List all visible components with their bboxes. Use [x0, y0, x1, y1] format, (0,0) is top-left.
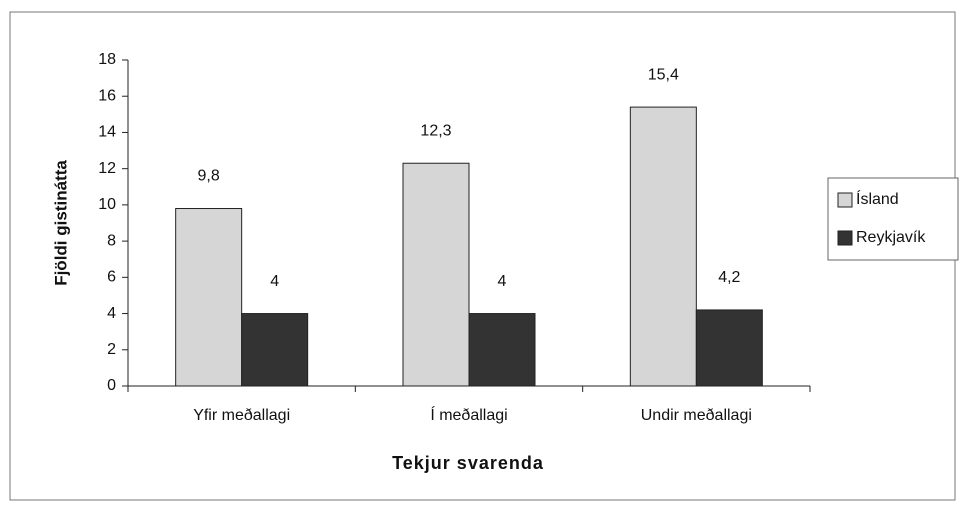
- y-tick-label: 14: [98, 124, 116, 141]
- chart-frame: [9, 11, 956, 501]
- value-label: 4: [498, 273, 507, 290]
- y-tick-label: 16: [98, 87, 116, 104]
- y-tick-label: 4: [107, 305, 116, 322]
- value-label: 12,3: [420, 122, 451, 139]
- x-tick-label: Í meðallagi: [430, 405, 507, 424]
- value-label: 15,4: [648, 66, 679, 83]
- legend-swatch: [837, 230, 853, 246]
- x-tick-label: Undir meðallagi: [641, 407, 752, 424]
- y-tick-label: 6: [107, 269, 116, 286]
- y-tick-label: 18: [98, 51, 116, 68]
- y-tick-label: 12: [98, 160, 116, 177]
- bar: [629, 106, 697, 387]
- bar: [695, 309, 763, 387]
- value-label: 9,8: [198, 168, 220, 185]
- x-axis-label: Tekjur svarenda: [392, 453, 544, 473]
- y-axis-label: Fjöldi gistinátta: [51, 160, 70, 286]
- y-tick-label: 10: [98, 196, 116, 213]
- x-tick-label: Yfir meðallagi: [193, 407, 290, 424]
- legend-swatch: [837, 192, 853, 208]
- y-tick-label: 0: [107, 377, 116, 394]
- y-tick-label: 8: [107, 232, 116, 249]
- bar: [175, 208, 243, 387]
- bar: [241, 313, 309, 387]
- legend-label: Ísland: [856, 189, 899, 208]
- legend-box: [827, 177, 959, 261]
- legend-label: Reykjavík: [856, 229, 926, 246]
- value-label: 4,2: [718, 269, 740, 286]
- y-tick-label: 2: [107, 341, 116, 358]
- bar: [402, 162, 470, 387]
- bar: [468, 313, 536, 387]
- value-label: 4: [270, 273, 279, 290]
